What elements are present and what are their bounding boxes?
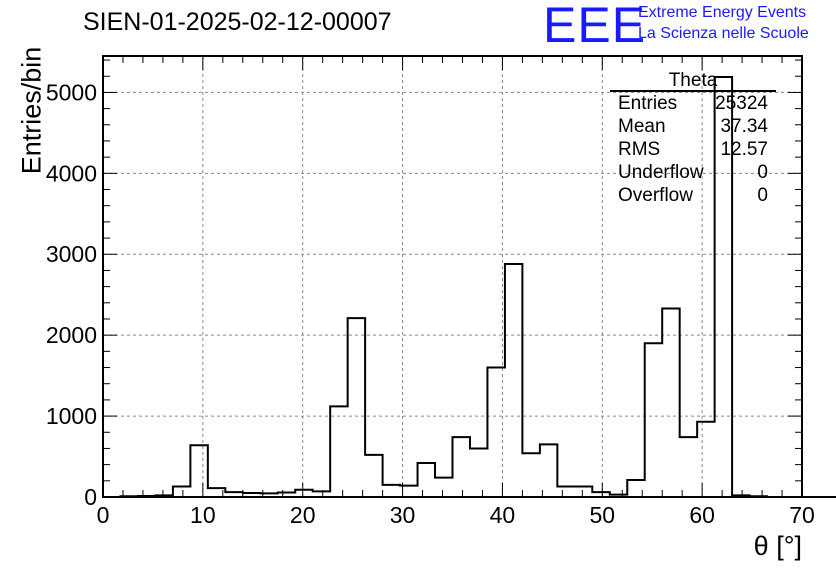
y-tick-label: 1000 bbox=[46, 403, 97, 429]
y-tick-label: 4000 bbox=[46, 160, 97, 186]
y-tick-label: 3000 bbox=[46, 241, 97, 267]
stats-row: Mean 37.34 bbox=[610, 115, 776, 138]
x-axis-label: θ [°] bbox=[753, 531, 802, 561]
logo-line-1: Extreme Energy Events bbox=[638, 4, 807, 21]
stats-rows: Entries 25324 Mean 37.34 RMS 12.57 Underflow 0 O… bbox=[610, 92, 776, 207]
chart-title: SIEN-01-2025-02-12-00007 bbox=[83, 8, 392, 36]
y-axis-label: Entries/bin bbox=[16, 46, 47, 175]
stats-row: Underflow 0 bbox=[610, 161, 776, 184]
y-tick-label: 5000 bbox=[46, 79, 97, 105]
stats-label: Mean bbox=[618, 116, 666, 137]
stats-label: Underflow bbox=[618, 162, 704, 183]
stats-row: RMS 12.57 bbox=[610, 138, 776, 161]
grid-lines bbox=[103, 56, 802, 497]
plot-frame bbox=[102, 55, 803, 498]
stats-label: Overflow bbox=[618, 185, 693, 206]
stats-value: 12.57 bbox=[720, 139, 768, 160]
x-tick-label: 0 bbox=[97, 502, 110, 528]
stats-row: Entries 25324 bbox=[610, 92, 776, 115]
stats-title: Theta bbox=[610, 70, 776, 92]
x-tick-label: 60 bbox=[689, 502, 715, 528]
stats-row: Overflow 0 bbox=[610, 184, 776, 207]
x-tick-label: 50 bbox=[589, 502, 615, 528]
stats-label: RMS bbox=[618, 139, 661, 160]
x-tick-label: 20 bbox=[290, 502, 316, 528]
stats-value: 37.34 bbox=[720, 116, 768, 137]
stats-value: 0 bbox=[757, 162, 768, 183]
tick-labels: 0 10 20 30 40 50 60 70 0 1000 2000 3000 4000 5000 bbox=[46, 79, 815, 528]
x-tick-label: 70 bbox=[789, 502, 815, 528]
logo-line-2: La Scienza nelle Scuole bbox=[638, 25, 809, 42]
y-tick-label: 0 bbox=[84, 484, 97, 510]
stats-value: 0 bbox=[757, 185, 768, 206]
stats-value: 25324 bbox=[715, 93, 768, 114]
y-tick-label: 2000 bbox=[46, 322, 97, 348]
stats-box: Theta Entries 25324 Mean 37.34 RMS 12.57 Under… bbox=[610, 70, 776, 207]
x-tick-label: 30 bbox=[390, 502, 416, 528]
x-tick-label: 40 bbox=[490, 502, 516, 528]
axis-ticks bbox=[102, 56, 803, 498]
x-tick-label: 10 bbox=[190, 502, 216, 528]
stats-label: Entries bbox=[618, 93, 678, 114]
eee-logo: EEE bbox=[543, 0, 647, 53]
